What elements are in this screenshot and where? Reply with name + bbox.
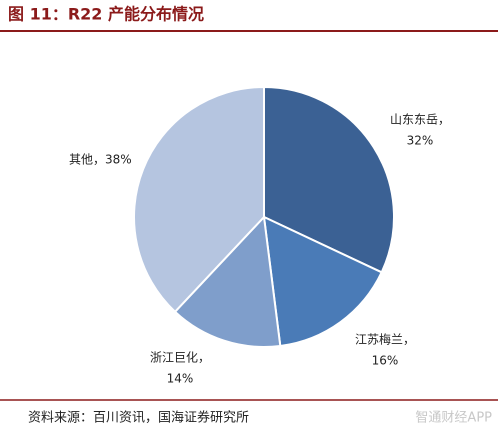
pie-slice: [133, 85, 265, 314]
slice-value: 16%: [372, 354, 399, 368]
slice-value: 38%: [105, 153, 132, 167]
pie-slice: [262, 215, 383, 348]
slice-value: 14%: [167, 372, 194, 386]
chart-title: 图 11：R22 产能分布情况: [8, 5, 204, 24]
pie-slice: [263, 85, 395, 274]
pie-slice: [173, 214, 282, 348]
slice-label: 山东东岳，: [390, 113, 450, 127]
watermark: 智通财经APP: [415, 411, 492, 426]
slice-label: 江苏梅兰，: [355, 332, 415, 347]
slice-label: 其他，: [69, 153, 105, 167]
slice-label: 浙江巨化，: [150, 351, 210, 365]
source: 资料来源：百川资讯，国海证券研究所: [28, 410, 249, 426]
slice-value: 32%: [407, 134, 434, 148]
